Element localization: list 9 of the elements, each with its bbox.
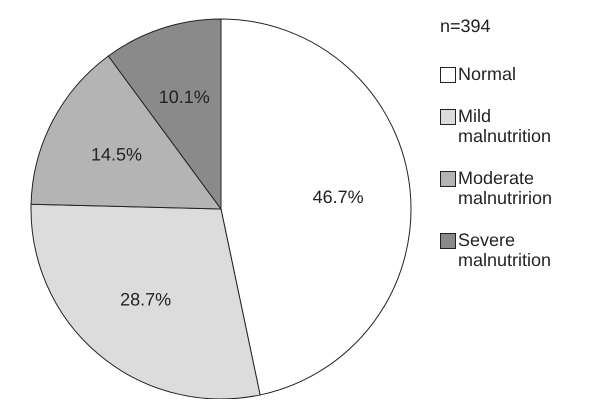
data-label: 14.5% bbox=[91, 144, 142, 165]
legend-label: Severe malnutrition bbox=[458, 230, 552, 270]
legend-label: Mild malnutrition bbox=[458, 106, 552, 146]
data-label: 10.1% bbox=[158, 87, 210, 108]
data-label: 28.7% bbox=[120, 290, 172, 310]
data-label: 46.7% bbox=[312, 186, 364, 207]
legend-label: Normal bbox=[458, 64, 518, 84]
legend-label: Moderate malnutririon bbox=[458, 168, 554, 208]
text: n=394 bbox=[440, 16, 491, 37]
